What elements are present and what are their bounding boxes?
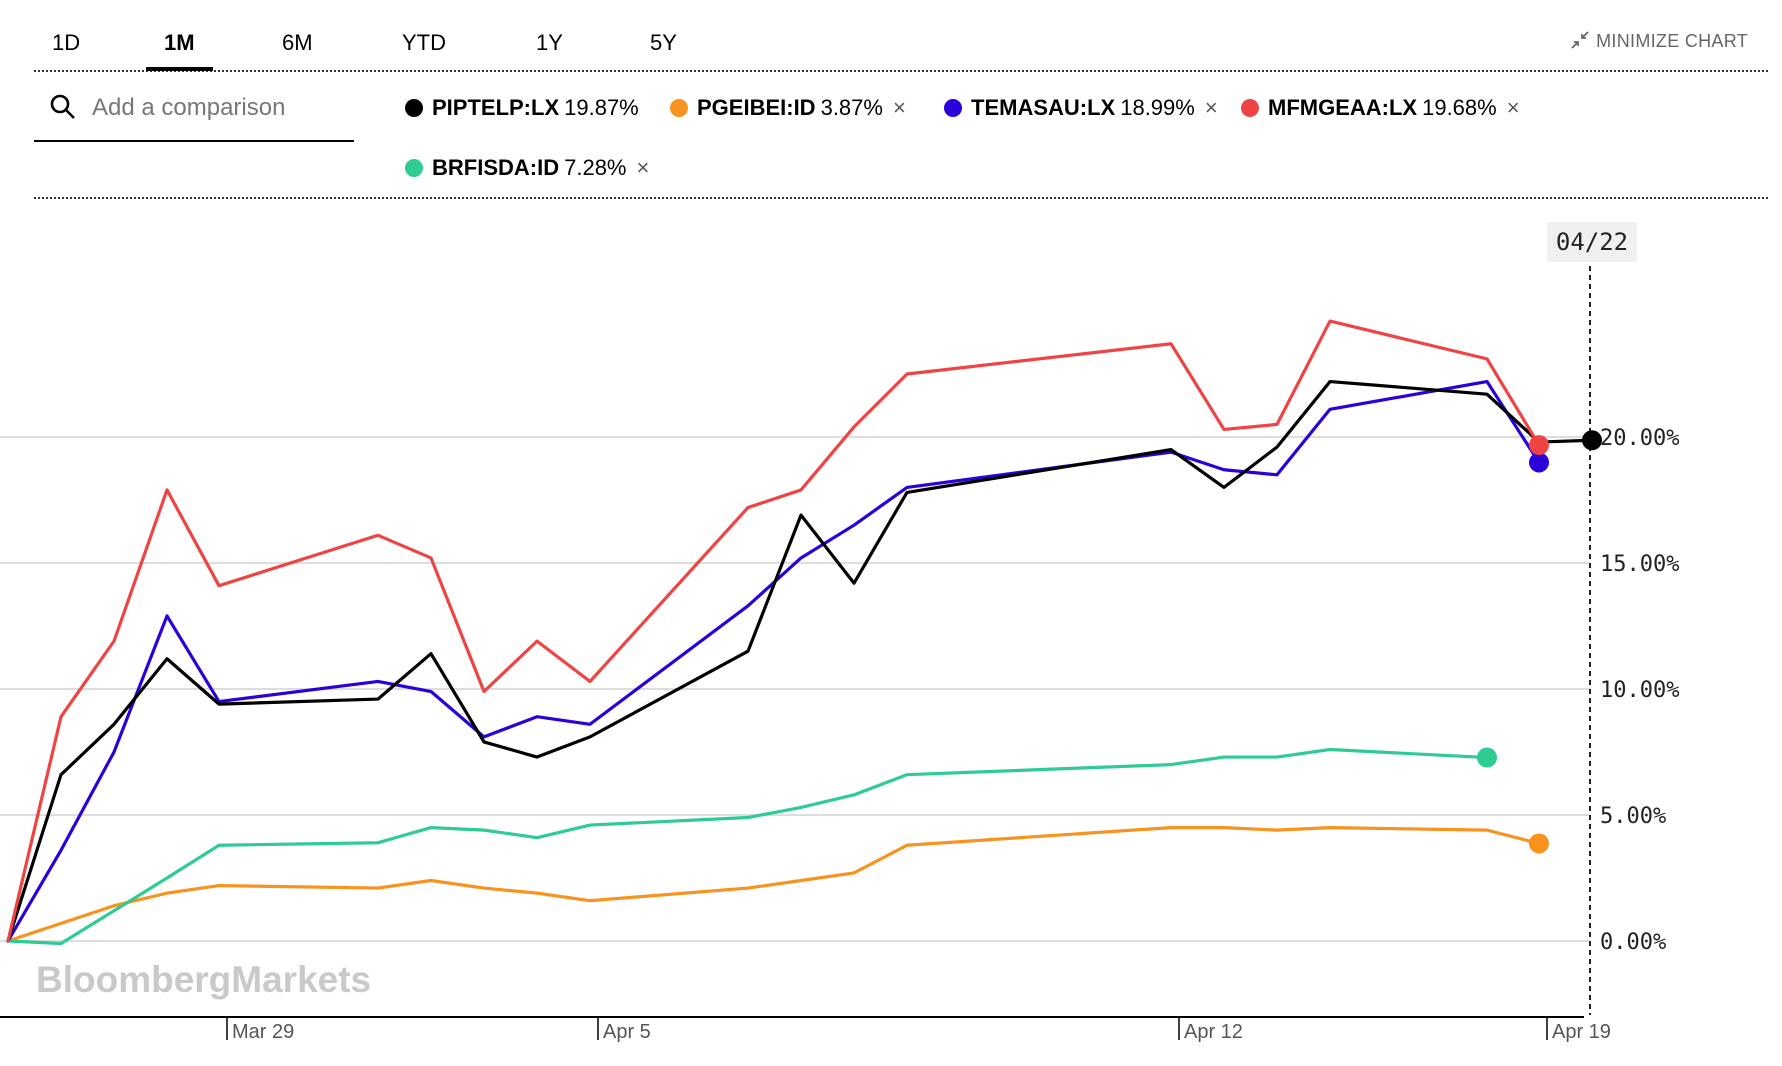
search-icon xyxy=(50,94,75,119)
comparison-input[interactable] xyxy=(90,90,344,126)
legend-symbol: MFMGEAA:LX xyxy=(1268,95,1418,120)
y-tick-label: 20.00% xyxy=(1600,426,1679,451)
series-line-piptelp-lx xyxy=(6,379,1594,943)
x-tick-label: Apr 19 xyxy=(1552,1021,1611,1043)
legend-item: PGEIBEI:ID 3.87% × xyxy=(670,88,906,128)
minimize-arrows-icon xyxy=(1571,31,1589,49)
series-end-point xyxy=(1529,435,1549,456)
series-color-dot-icon xyxy=(405,159,423,177)
y-tick-label: 15.00% xyxy=(1600,552,1679,577)
series-color-dot-icon xyxy=(944,99,962,117)
bloomberg-watermark: BloombergMarkets xyxy=(36,959,371,1000)
timeframe-tab-1d[interactable]: 1D xyxy=(52,30,81,55)
legend-item: MFMGEAA:LX 19.68% × xyxy=(1241,88,1520,128)
series-end-point xyxy=(1477,747,1497,768)
y-tick-label: 10.00% xyxy=(1600,678,1679,703)
y-tick-label: 0.00% xyxy=(1600,930,1666,955)
series-end-point xyxy=(1529,452,1549,473)
legend-symbol: PGEIBEI:ID xyxy=(697,95,816,120)
series-line-temasau-lx xyxy=(6,379,1541,943)
legend-symbol: TEMASAU:LX xyxy=(971,95,1116,120)
timeframe-tab-1y[interactable]: 1Y xyxy=(536,30,563,55)
comparison-search xyxy=(34,82,354,142)
legend-item: PIPTELP:LX 19.87% xyxy=(405,88,639,128)
legend-change: 3.87% xyxy=(820,95,883,120)
minimize-label: MINIMIZE CHART xyxy=(1596,31,1748,51)
legend-item: BRFISDA:ID 7.28% × xyxy=(405,148,649,188)
series-line-mfmgeaa-lx xyxy=(6,319,1541,943)
series-line-brfisda-id xyxy=(6,747,1489,946)
legend-change: 19.68% xyxy=(1422,95,1497,120)
crosshair-date-label: 04/22 xyxy=(1556,228,1628,256)
legend-symbol: PIPTELP:LX xyxy=(432,95,560,120)
legend-change: 7.28% xyxy=(564,155,627,180)
x-tick-label: Apr 5 xyxy=(603,1021,651,1043)
legend-change: 18.99% xyxy=(1120,95,1195,120)
line-chart: 0.00% 5.00% 10.00% 15.00% 20.00% Mar 29 Apr 5 A… xyxy=(0,222,1679,1043)
remove-comparison-icon[interactable]: × xyxy=(636,155,650,180)
x-tick-label: Mar 29 xyxy=(232,1021,294,1043)
remove-comparison-icon[interactable]: × xyxy=(1506,95,1520,120)
legend-divider xyxy=(34,197,1768,199)
legend-change: 19.87% xyxy=(564,95,639,120)
timeframe-tab-ytd[interactable]: YTD xyxy=(402,30,446,55)
series-end-point xyxy=(1529,833,1549,854)
legend-symbol: BRFISDA:ID xyxy=(432,155,560,180)
x-tick-label: Apr 12 xyxy=(1184,1021,1243,1043)
series-line-pgeibei-id xyxy=(6,825,1541,943)
remove-comparison-icon[interactable]: × xyxy=(1204,95,1218,120)
series-color-dot-icon xyxy=(1241,99,1259,117)
series-color-dot-icon xyxy=(405,99,423,117)
minimize-chart-button[interactable]: MINIMIZE CHART xyxy=(1570,30,1748,52)
series-end-point xyxy=(1582,430,1602,451)
series-color-dot-icon xyxy=(670,99,688,117)
remove-comparison-icon[interactable]: × xyxy=(892,95,906,120)
timeframe-tab-6m[interactable]: 6M xyxy=(282,30,313,55)
timeframe-bar: 1D 1M 6M YTD 1Y 5Y xyxy=(34,20,1768,72)
y-tick-label: 5.00% xyxy=(1600,804,1666,829)
timeframe-tab-1m[interactable]: 1M xyxy=(146,30,212,71)
timeframe-tab-5y[interactable]: 5Y xyxy=(650,30,677,55)
legend-item: TEMASAU:LX 18.99% × xyxy=(944,88,1218,128)
crosshair-date-badge xyxy=(1547,222,1637,262)
